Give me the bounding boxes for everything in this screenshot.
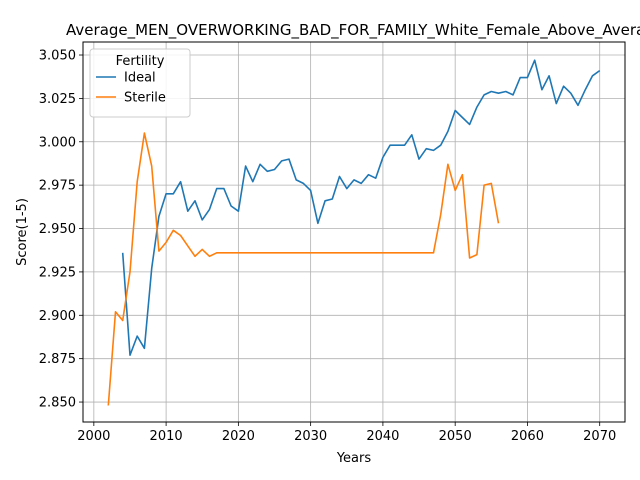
y-axis-label: Score(1-5) — [15, 198, 30, 266]
chart-title: Average_MEN_OVERWORKING_BAD_FOR_FAMILY_W… — [66, 21, 640, 40]
x-tick-label: 2040 — [366, 429, 399, 444]
x-axis: 2000 2010 2020 2030 2040 2050 2060 2070 — [77, 422, 616, 444]
x-tick-label: 2070 — [583, 429, 616, 444]
x-tick-label: 2060 — [511, 429, 544, 444]
plot-frame — [82, 41, 626, 423]
x-tick-label: 2030 — [294, 429, 327, 444]
x-axis-label: Years — [336, 451, 372, 466]
x-tick-label: 2050 — [439, 429, 472, 444]
series-line-ideal — [121, 59, 601, 357]
y-axis: 2.850 2.875 2.900 2.925 2.950 2.975 3.000 3.025… — [39, 49, 83, 411]
y-tick-label: 2.875 — [39, 352, 76, 367]
y-tick-label: 2.975 — [39, 179, 76, 194]
x-tick-label: 2020 — [222, 429, 255, 444]
grid — [83, 42, 625, 422]
series-lines — [107, 59, 601, 406]
x-tick-label: 2010 — [150, 429, 183, 444]
y-tick-label: 3.050 — [39, 49, 76, 64]
y-tick-label: 2.950 — [39, 222, 76, 237]
legend-title: Fertility — [116, 54, 165, 69]
legend-box — [89, 48, 191, 118]
legend: Fertility Ideal Sterile — [89, 48, 191, 118]
legend-label-sterile: Sterile — [124, 91, 166, 106]
legend-label-ideal: Ideal — [124, 71, 156, 86]
x-tick-label: 2000 — [77, 429, 110, 444]
y-tick-label: 2.925 — [39, 265, 76, 280]
series-line-sterile — [107, 132, 500, 406]
y-tick-label: 3.000 — [39, 135, 76, 150]
y-tick-label: 2.900 — [39, 309, 76, 324]
y-tick-label: 2.850 — [39, 396, 76, 411]
y-tick-label: 3.025 — [39, 92, 76, 107]
